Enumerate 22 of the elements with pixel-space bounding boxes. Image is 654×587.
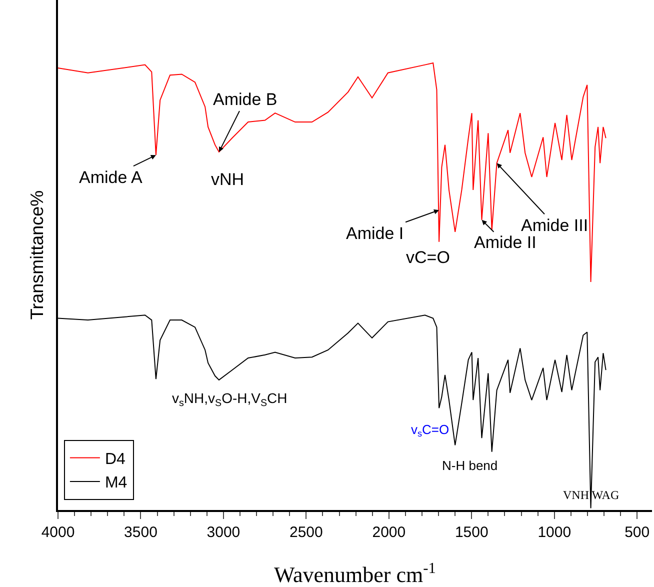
annotation: Amide B bbox=[213, 90, 278, 109]
annotation: N-H bend bbox=[442, 458, 498, 473]
annotation: v$_{s}$C=O bbox=[411, 422, 450, 439]
annotation: Amide III bbox=[521, 216, 588, 235]
x-tick-label: 4000 bbox=[41, 524, 75, 541]
x-tick-label: 1500 bbox=[454, 524, 488, 541]
x-tick-label: 1000 bbox=[538, 524, 572, 541]
annotation: VNH WAG bbox=[563, 488, 620, 502]
annotation: vC=O bbox=[406, 248, 450, 267]
annotation: Amide I bbox=[346, 224, 404, 243]
annotation: Amide II bbox=[474, 233, 536, 252]
x-tick-label: 500 bbox=[624, 524, 650, 541]
x-axis-title: Wavenumber cm$^{-1}$ bbox=[274, 560, 436, 587]
x-tick-label: 2000 bbox=[372, 524, 406, 541]
annotation: vNH bbox=[211, 170, 244, 189]
annotation: Amide A bbox=[79, 168, 143, 187]
y-axis-title: Transmittance% bbox=[26, 190, 47, 320]
x-tick-label: 3000 bbox=[206, 524, 240, 541]
x-tick-label: 2500 bbox=[290, 524, 323, 541]
x-tick-label: 3500 bbox=[124, 524, 158, 541]
annotation: v$_{s}$NH,v$_{S}$O-H,V$_{S}$CH bbox=[172, 390, 288, 409]
legend-label: D4 bbox=[104, 450, 126, 468]
